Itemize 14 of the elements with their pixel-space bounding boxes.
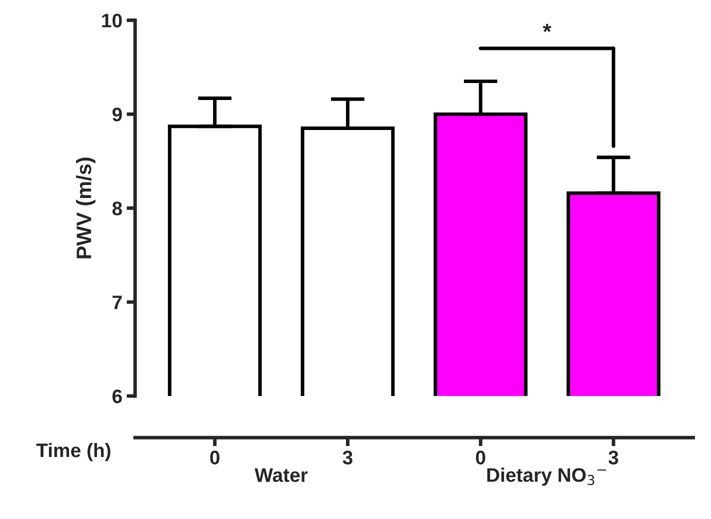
y-axis-title: PWV (m/s) bbox=[76, 158, 96, 258]
x-axis-title: Time (h) bbox=[36, 442, 110, 462]
y-tick-label: 7 bbox=[112, 296, 122, 310]
y-tick-label: 6 bbox=[112, 389, 122, 404]
y-tick-label: 9 bbox=[112, 108, 122, 122]
x-tick-label: 3 bbox=[608, 450, 618, 464]
text: Water bbox=[254, 468, 308, 482]
x-tick-label: 0 bbox=[476, 450, 486, 464]
text: Dietary NO$_{3}$$^{−}$ bbox=[487, 468, 606, 486]
x-tick-label: 3 bbox=[342, 450, 352, 464]
y-tick-label: 8 bbox=[112, 202, 122, 216]
annotation: * bbox=[542, 24, 552, 32]
y-tick-label: 10 bbox=[102, 14, 122, 28]
x-tick-label: 0 bbox=[210, 450, 220, 464]
